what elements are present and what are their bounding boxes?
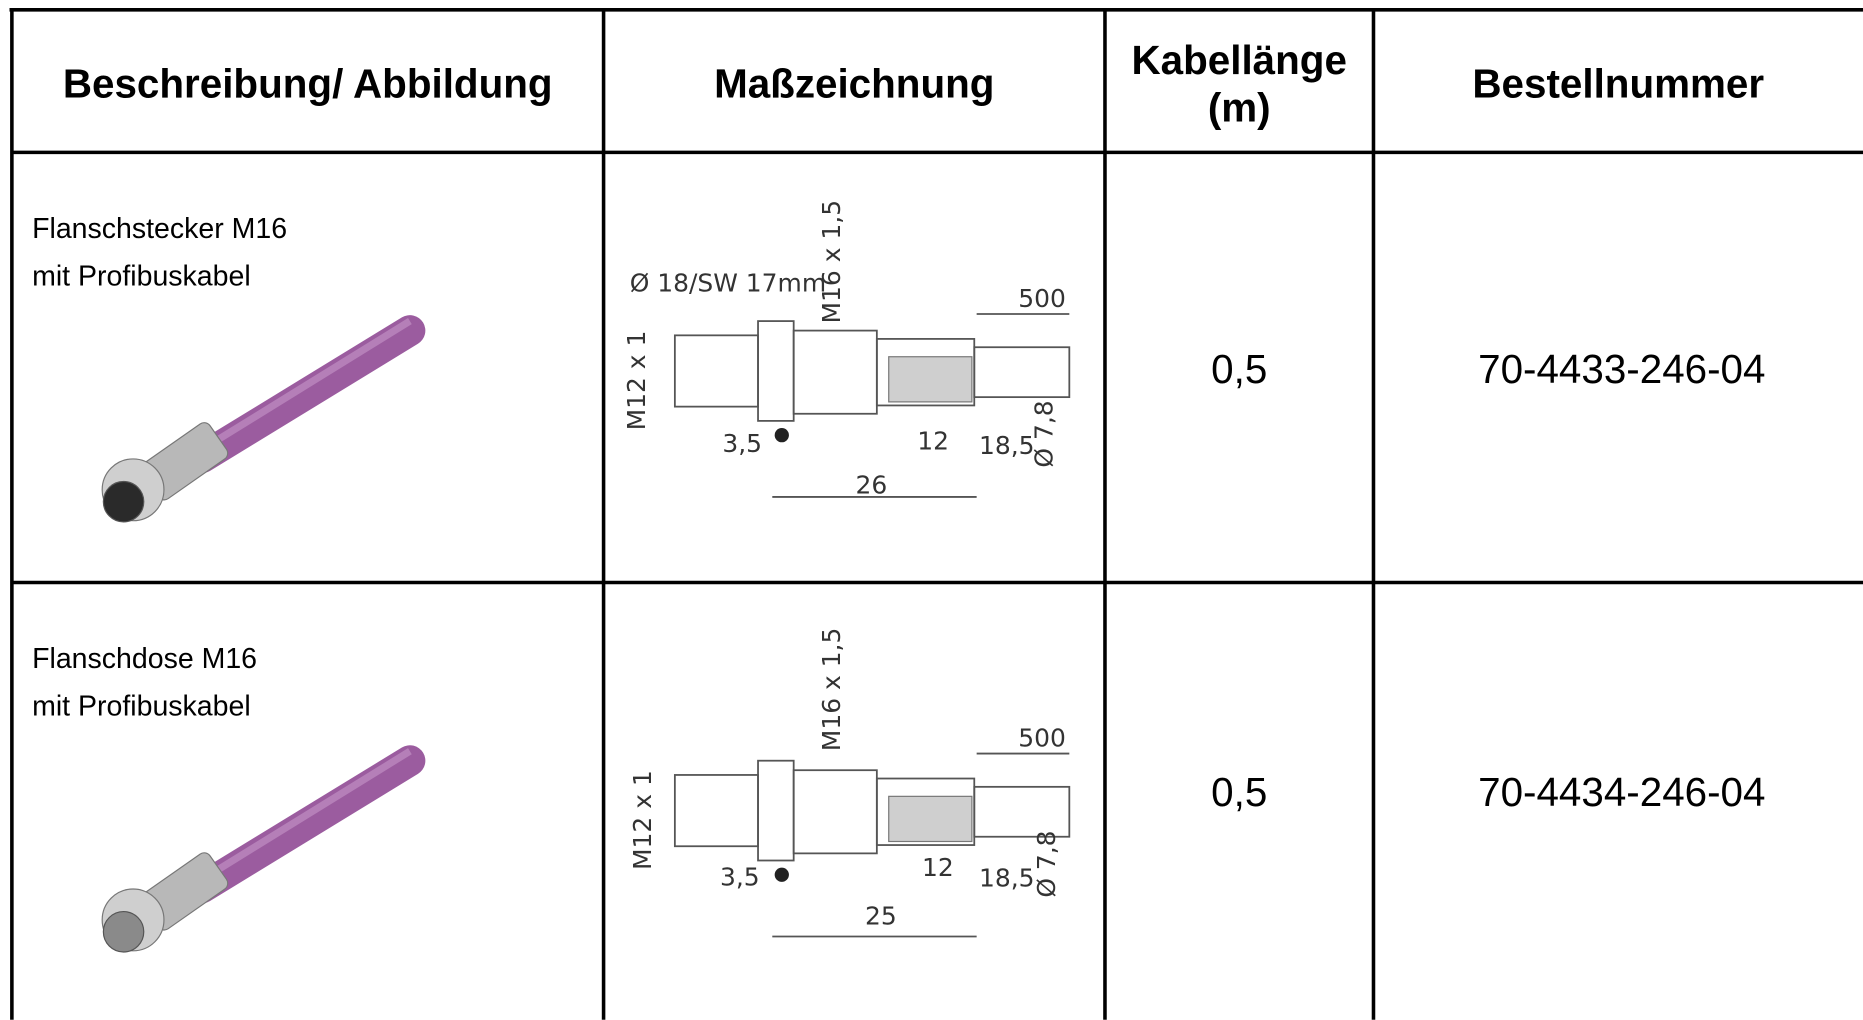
dimension-drawing: M16 x 1,5 500 M12 x 1 3,5 12 18,5Ø 7,8 25 [628,628,1071,938]
dimension-label: M12 x 1 [628,770,657,870]
hatch [888,356,973,403]
dimension-label: M16 x 1,5 [817,200,846,324]
dimension-label: 12 [922,853,954,882]
header-cell: Kabellänge [1132,37,1347,83]
cable-shade [206,748,412,879]
o-ring [774,867,789,882]
dimension-label: 18,5 [979,431,1035,460]
product-image [101,315,426,523]
description: mit Profibuskabel [32,260,251,292]
dimension-label: Ø 18/SW 17mm [630,268,826,297]
dimension-label: M12 x 1 [622,331,651,431]
outline [757,320,795,422]
dimension-label: Ø 7,8 [1032,830,1061,897]
dimension-label: 3,5 [722,429,762,458]
order-number: 70-4434-246-04 [1478,769,1765,815]
dimension-label: Ø 7,8 [1030,400,1059,467]
outline [973,346,1071,399]
outline [792,329,878,415]
outline [673,774,759,848]
outline [792,769,878,855]
outline [973,785,1071,838]
description: Flanschstecker M16 [32,213,287,245]
description: Flanschdose M16 [32,643,257,675]
cable [186,315,426,474]
description: mit Profibuskabel [32,691,251,723]
dimension-label: 500 [1018,723,1066,752]
dimension-label: 18,5 [979,864,1035,893]
header-cell: (m) [1208,84,1271,130]
dimension-label: 12 [917,426,949,455]
dimension-label: 500 [1018,284,1066,313]
hatch [888,795,973,843]
dimension-label: M16 x 1,5 [817,628,846,752]
dimension-label: 25 [865,902,897,931]
header-cell: Beschreibung/ Abbildung [63,61,553,107]
cable-length: 0,5 [1211,346,1267,392]
connector-face [102,910,145,953]
cable [186,745,426,904]
cable-length: 0,5 [1211,769,1267,815]
dimension-label: 26 [855,470,887,499]
header-cell: Maßzeichnung [714,61,994,107]
header-cell: Bestellnummer [1472,61,1764,107]
outline [673,334,759,408]
dimension-label: 3,5 [720,862,760,891]
table-grid [9,8,1863,1020]
connector-face [102,480,145,523]
outline [757,759,795,862]
o-ring [774,428,789,443]
product-image [101,745,426,953]
order-number: 70-4433-246-04 [1478,346,1765,392]
cable-shade [206,318,412,449]
